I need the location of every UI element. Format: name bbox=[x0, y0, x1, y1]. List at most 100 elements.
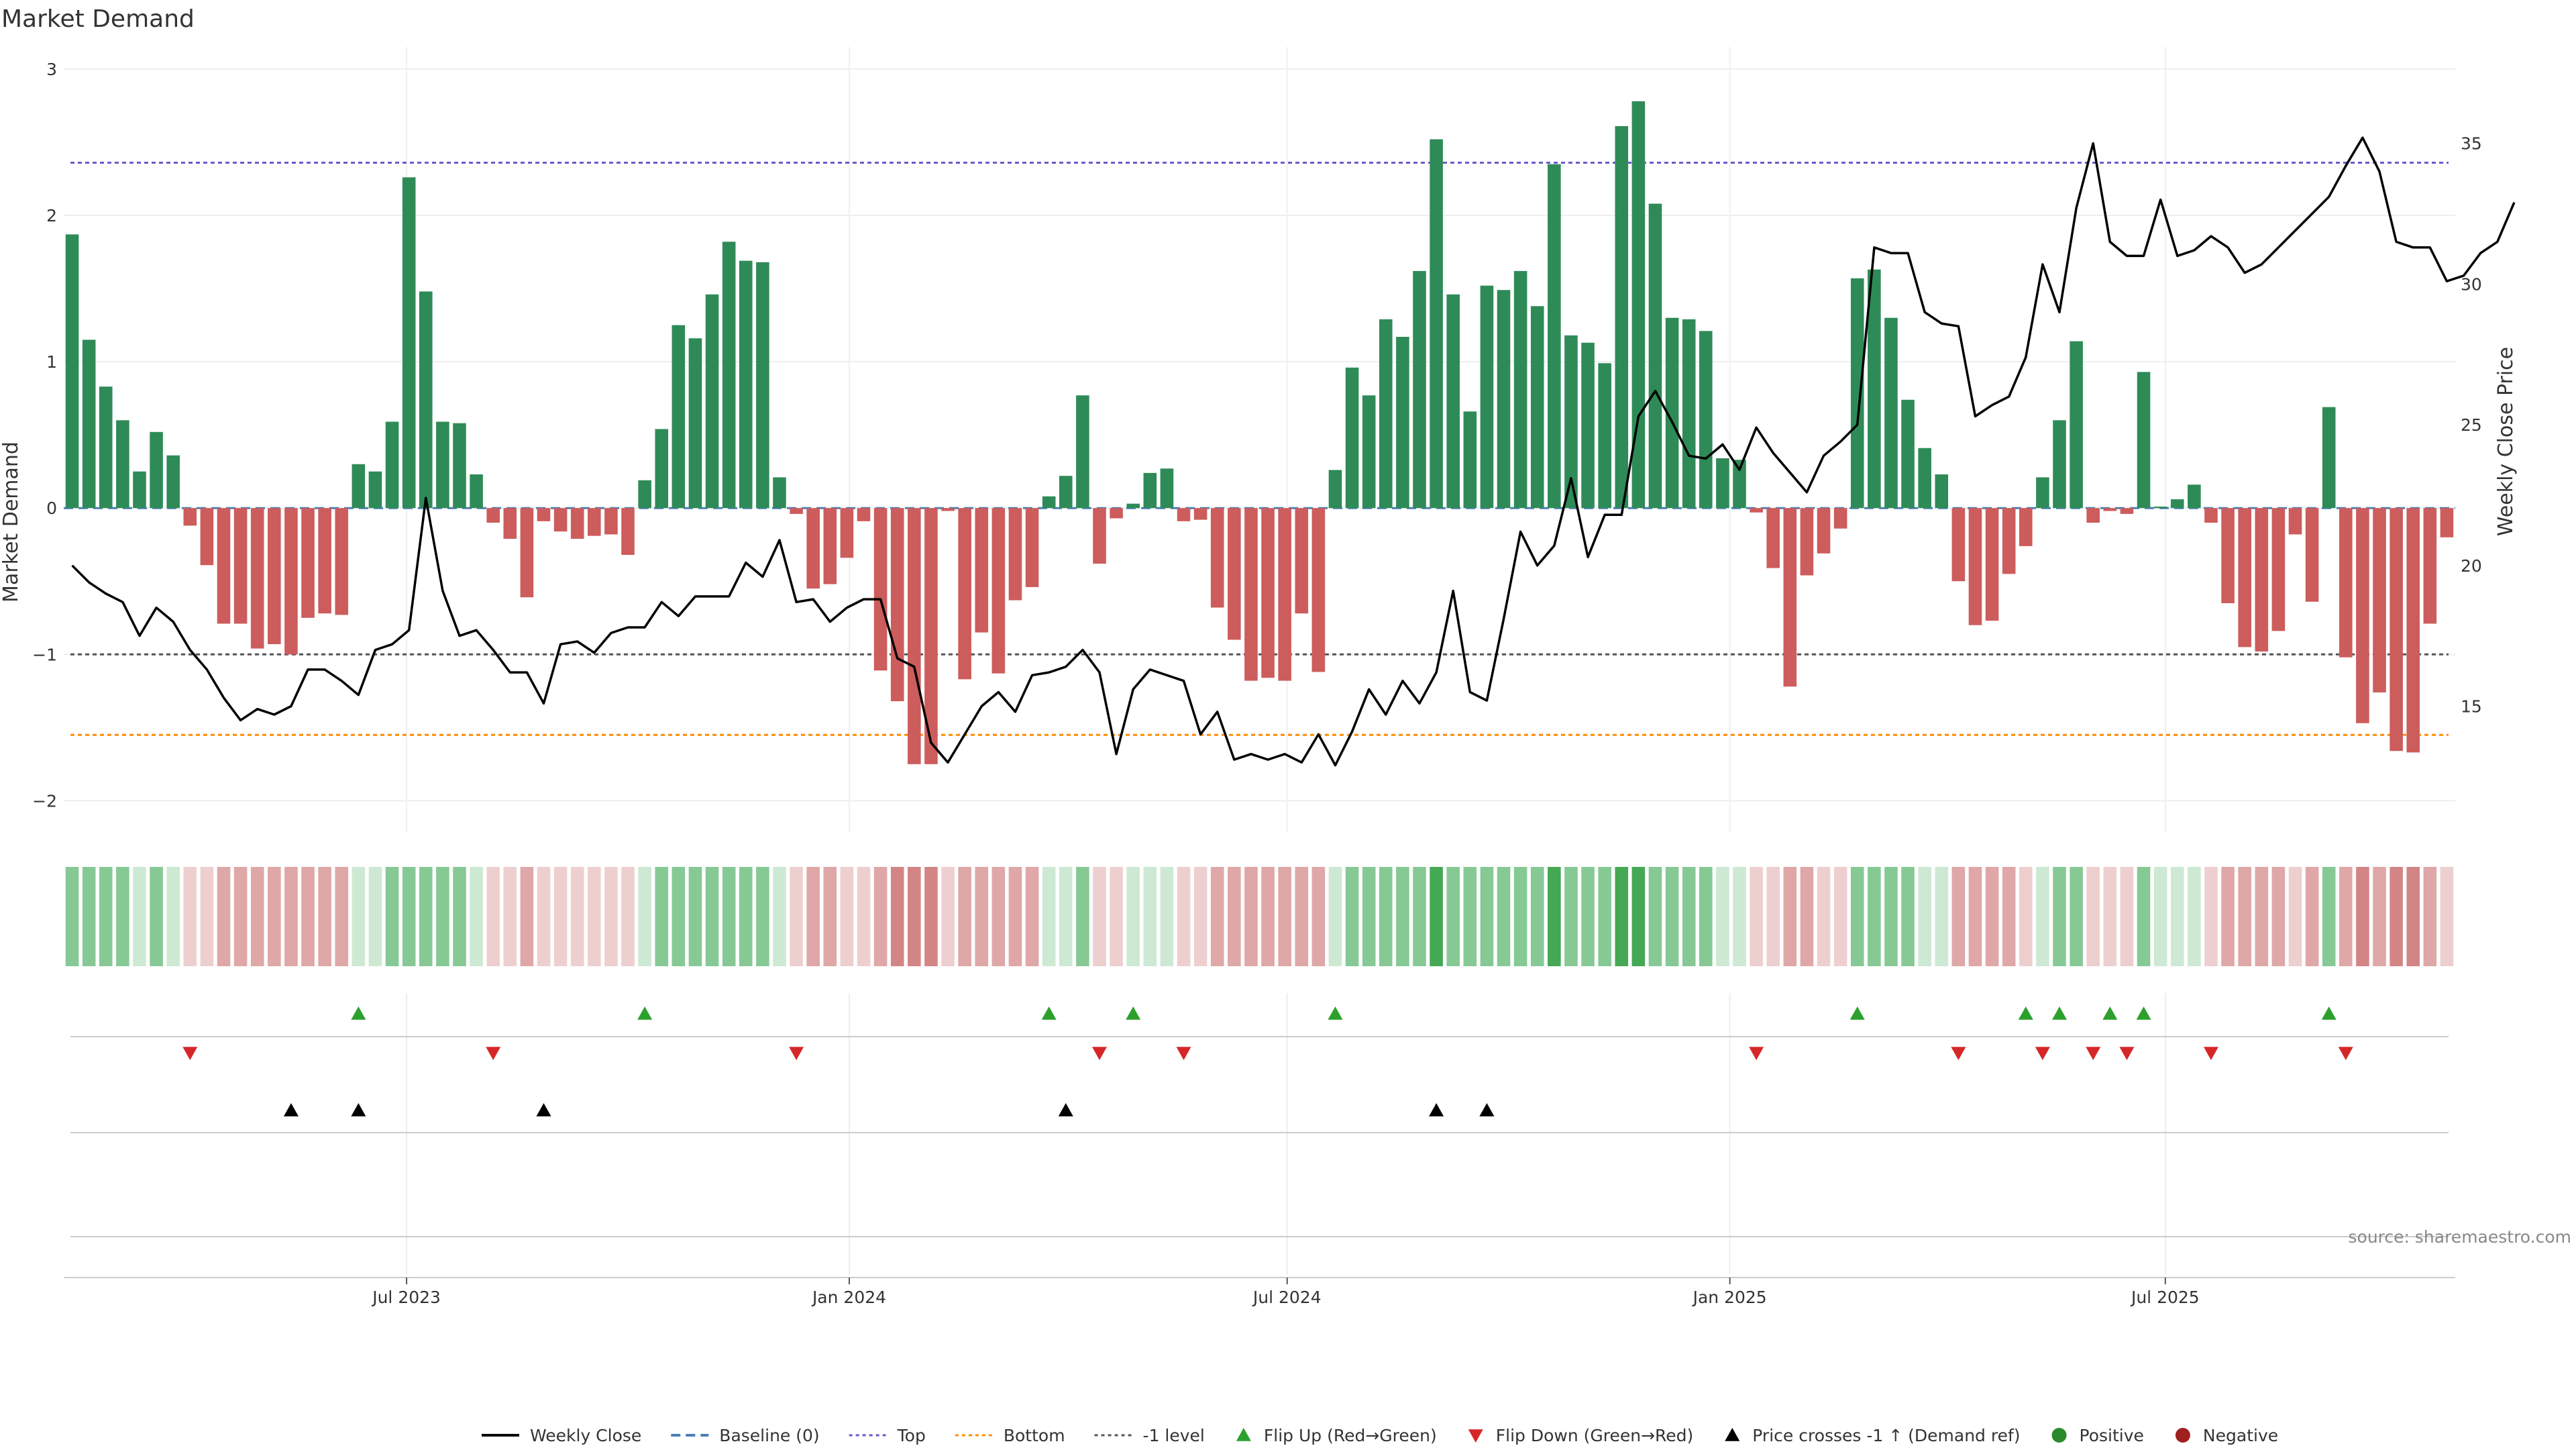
strength-cell-7 bbox=[183, 867, 197, 966]
demand-bar-95 bbox=[1665, 317, 1679, 509]
strength-cell-68 bbox=[1210, 867, 1224, 966]
strength-cell-109 bbox=[1901, 867, 1915, 966]
price-cross-marker-2 bbox=[536, 1103, 551, 1117]
strength-cell-106 bbox=[1850, 867, 1864, 966]
x-axis: Jul 2023 Jan 2024 Jul 2024 Jan 2025 Jul 2025 bbox=[64, 1277, 2455, 1307]
strength-cell-80 bbox=[1413, 867, 1426, 966]
strength-cell-87 bbox=[1530, 867, 1544, 966]
strength-cell-37 bbox=[688, 867, 702, 966]
demand-bar-71 bbox=[1261, 508, 1275, 678]
demand-bar-137 bbox=[2373, 508, 2386, 692]
demand-bar-89 bbox=[1564, 335, 1578, 509]
strength-cell-139 bbox=[2406, 867, 2420, 966]
strength-cell-81 bbox=[1430, 867, 1443, 966]
flip-down-marker-11 bbox=[2338, 1047, 2353, 1060]
demand-bar-36 bbox=[672, 325, 686, 509]
demand-bar-19 bbox=[385, 421, 399, 509]
strength-cell-129 bbox=[2238, 867, 2251, 966]
legend-label-0: Weekly Close bbox=[530, 1426, 641, 1445]
strength-cell-33 bbox=[621, 867, 635, 966]
demand-bar-133 bbox=[2305, 508, 2319, 602]
strength-cell-3 bbox=[116, 867, 129, 966]
demand-bar-65 bbox=[1160, 468, 1174, 509]
strength-cell-38 bbox=[705, 867, 719, 966]
strength-cell-45 bbox=[823, 867, 837, 966]
demand-bar-112 bbox=[1951, 508, 1966, 582]
source-note: source: sharemaestro.com bbox=[2349, 1227, 2572, 1247]
demand-bar-22 bbox=[436, 421, 449, 509]
demand-bar-105 bbox=[1833, 508, 1847, 529]
strength-cell-118 bbox=[2053, 867, 2066, 966]
demand-bar-1 bbox=[82, 340, 96, 509]
strength-cell-93 bbox=[1631, 867, 1646, 966]
flip-down-marker-10 bbox=[2203, 1047, 2218, 1060]
strength-cell-101 bbox=[1766, 867, 1780, 966]
demand-bar-132 bbox=[2288, 508, 2302, 535]
legend-item-positive-dot: Positive bbox=[2051, 1426, 2144, 1445]
strength-cell-29 bbox=[553, 867, 568, 966]
strength-cell-66 bbox=[1177, 867, 1191, 966]
flip-up-marker-4 bbox=[1328, 1006, 1343, 1020]
right-axis-ticks: 15 20 25 30 35 bbox=[2461, 134, 2482, 717]
legend: Weekly Close Baseline (0) Top Bottom -1 leve… bbox=[482, 1426, 2278, 1445]
demand-bar-85 bbox=[1497, 290, 1511, 509]
right-tick-label-3: 30 bbox=[2461, 274, 2482, 294]
demand-bar-129 bbox=[2238, 508, 2251, 647]
strength-cell-28 bbox=[537, 867, 551, 966]
strength-cell-89 bbox=[1564, 867, 1578, 966]
demand-bar-30 bbox=[570, 508, 584, 539]
strength-cell-39 bbox=[722, 867, 736, 966]
x-tick-label-4: Jul 2025 bbox=[2130, 1288, 2200, 1307]
strength-cell-69 bbox=[1228, 867, 1241, 966]
flip-down-marker-4 bbox=[1176, 1047, 1191, 1060]
strength-cell-126 bbox=[2188, 867, 2201, 966]
demand-bar-18 bbox=[368, 471, 382, 509]
flip-down-marker-7 bbox=[2035, 1047, 2050, 1060]
strength-cell-128 bbox=[2221, 867, 2235, 966]
strength-cell-40 bbox=[739, 867, 753, 966]
left-tick-label-1: −1 bbox=[32, 645, 57, 664]
demand-bar-26 bbox=[503, 508, 517, 539]
strength-cell-44 bbox=[806, 867, 820, 966]
strength-cell-122 bbox=[2120, 867, 2134, 966]
strength-cell-48 bbox=[873, 867, 888, 966]
left-tick-label-5: 3 bbox=[46, 60, 57, 79]
demand-bar-23 bbox=[453, 423, 466, 509]
demand-bar-102 bbox=[1783, 508, 1797, 687]
demand-bar-96 bbox=[1682, 319, 1696, 509]
strength-cell-103 bbox=[1800, 867, 1814, 966]
demand-bar-78 bbox=[1379, 319, 1393, 509]
demand-bar-115 bbox=[2002, 508, 2016, 574]
demand-bar-29 bbox=[553, 508, 568, 532]
demand-bar-73 bbox=[1295, 508, 1309, 614]
demand-bar-97 bbox=[1699, 331, 1713, 509]
right-tick-label-2: 25 bbox=[2461, 415, 2482, 435]
demand-bar-9 bbox=[217, 508, 231, 624]
legend-label-7: Price crosses -1 ↑ (Demand ref) bbox=[1752, 1426, 2020, 1445]
price-cross-marker-0 bbox=[283, 1103, 299, 1117]
legend-item-minus-one: -1 level bbox=[1094, 1426, 1205, 1445]
demand-bar-0 bbox=[65, 234, 79, 509]
demand-bar-25 bbox=[486, 508, 500, 523]
strength-cell-23 bbox=[453, 867, 466, 966]
demand-bar-5 bbox=[150, 431, 163, 509]
strength-cell-124 bbox=[2153, 867, 2167, 966]
demand-bar-15 bbox=[318, 508, 331, 614]
strength-cell-107 bbox=[1868, 867, 1881, 966]
demand-bar-63 bbox=[1126, 503, 1140, 509]
strength-cell-35 bbox=[655, 867, 669, 966]
strength-cell-79 bbox=[1396, 867, 1409, 966]
demand-bar-109 bbox=[1901, 399, 1915, 509]
strength-cell-134 bbox=[2322, 867, 2336, 966]
legend-label-5: Flip Up (Red→Green) bbox=[1264, 1426, 1437, 1445]
demand-bar-27 bbox=[520, 508, 534, 598]
demand-bar-21 bbox=[419, 291, 433, 509]
strength-cell-25 bbox=[486, 867, 500, 966]
demand-bar-119 bbox=[2070, 341, 2083, 509]
demand-bar-111 bbox=[1935, 474, 1949, 509]
strength-cell-10 bbox=[233, 867, 248, 966]
legend-item-bottom: Bottom bbox=[955, 1426, 1065, 1445]
legend-item-flip-up: Flip Up (Red→Green) bbox=[1236, 1426, 1437, 1445]
price-cross-marker-5 bbox=[1479, 1103, 1495, 1117]
